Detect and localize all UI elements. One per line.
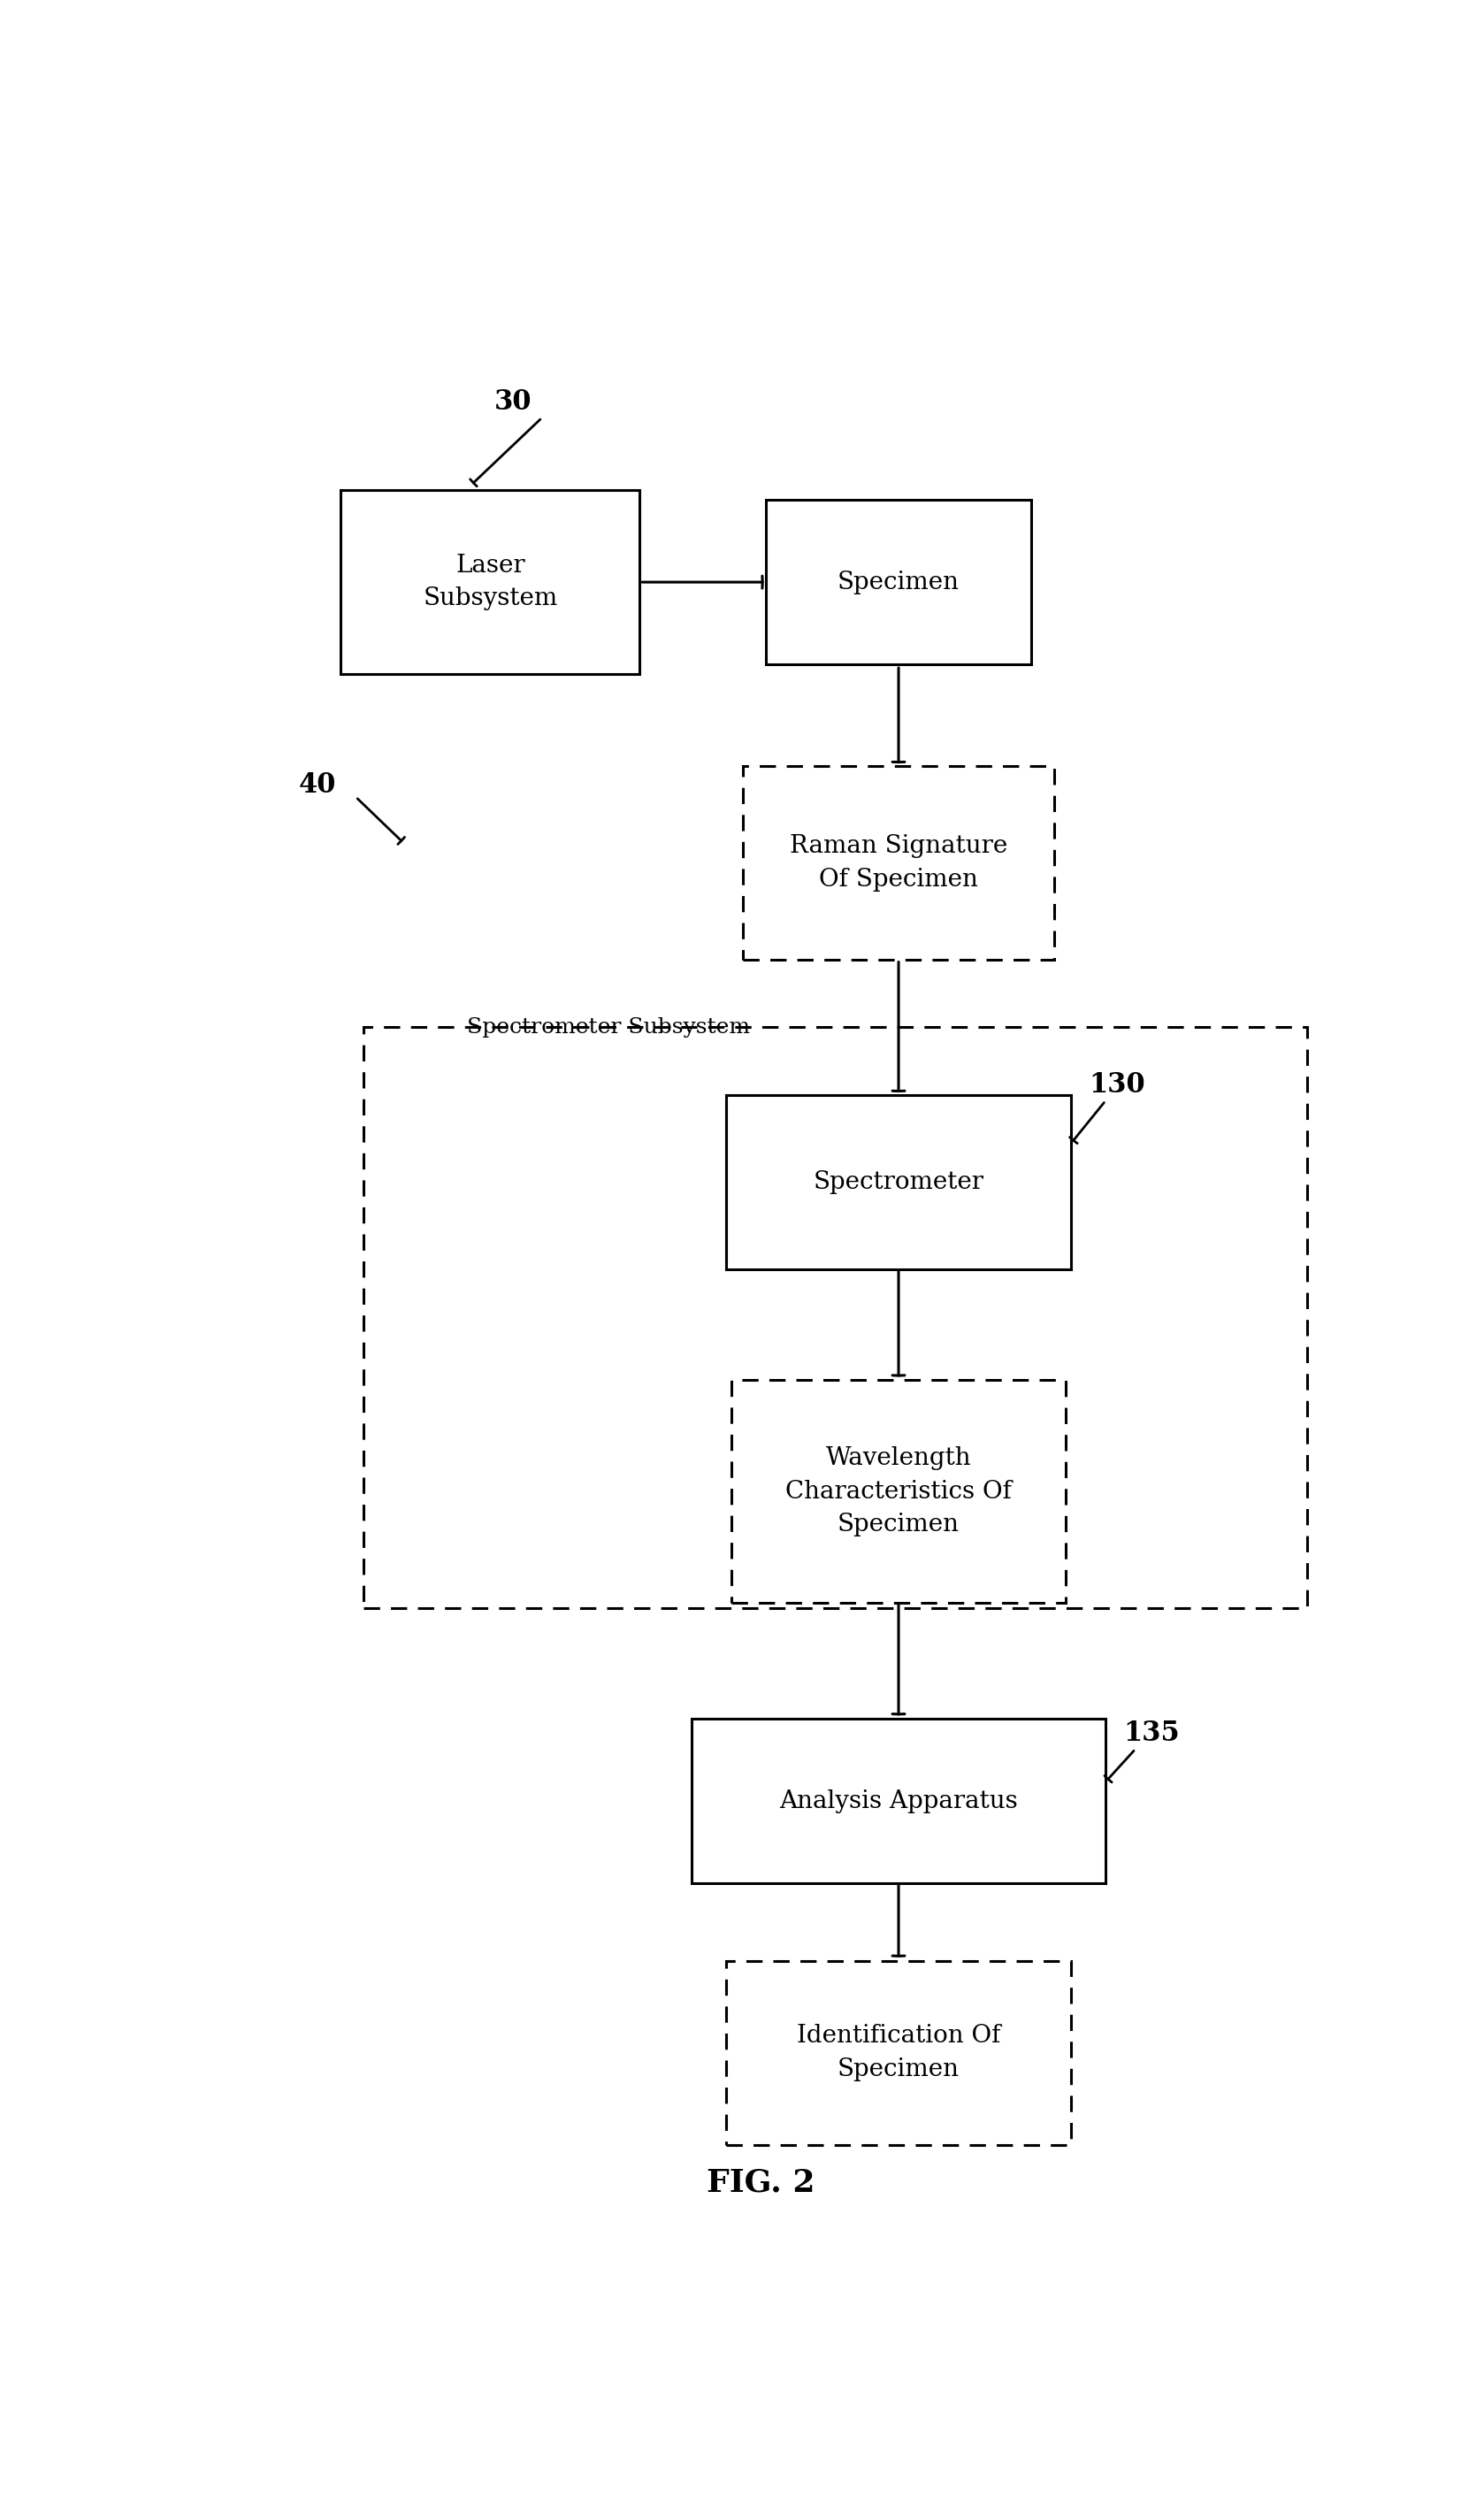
Bar — [364, 1028, 1307, 1608]
Text: 130: 130 — [1089, 1071, 1146, 1098]
Text: Laser
Subsystem: Laser Subsystem — [423, 553, 558, 611]
Bar — [341, 490, 640, 673]
Bar — [743, 766, 1054, 960]
Text: Identification Of
Specimen: Identification Of Specimen — [797, 2023, 1000, 2081]
Bar — [726, 1096, 1071, 1269]
Text: 30: 30 — [494, 390, 533, 415]
Text: 135: 135 — [1123, 1719, 1180, 1747]
Text: Spectrometer Subsystem: Spectrometer Subsystem — [467, 1018, 751, 1038]
Bar — [732, 1380, 1066, 1603]
Bar — [766, 500, 1031, 663]
Text: FIG. 2: FIG. 2 — [706, 2166, 815, 2196]
Text: Raman Signature
Of Specimen: Raman Signature Of Specimen — [789, 834, 1008, 892]
Text: 40: 40 — [298, 771, 337, 799]
Text: Wavelength
Characteristics Of
Specimen: Wavelength Characteristics Of Specimen — [785, 1447, 1012, 1538]
Text: Spectrometer: Spectrometer — [813, 1171, 984, 1194]
Text: Analysis Apparatus: Analysis Apparatus — [779, 1789, 1018, 1814]
Bar — [692, 1719, 1106, 1882]
Text: Specimen: Specimen — [837, 570, 960, 593]
Bar — [726, 1960, 1071, 2144]
